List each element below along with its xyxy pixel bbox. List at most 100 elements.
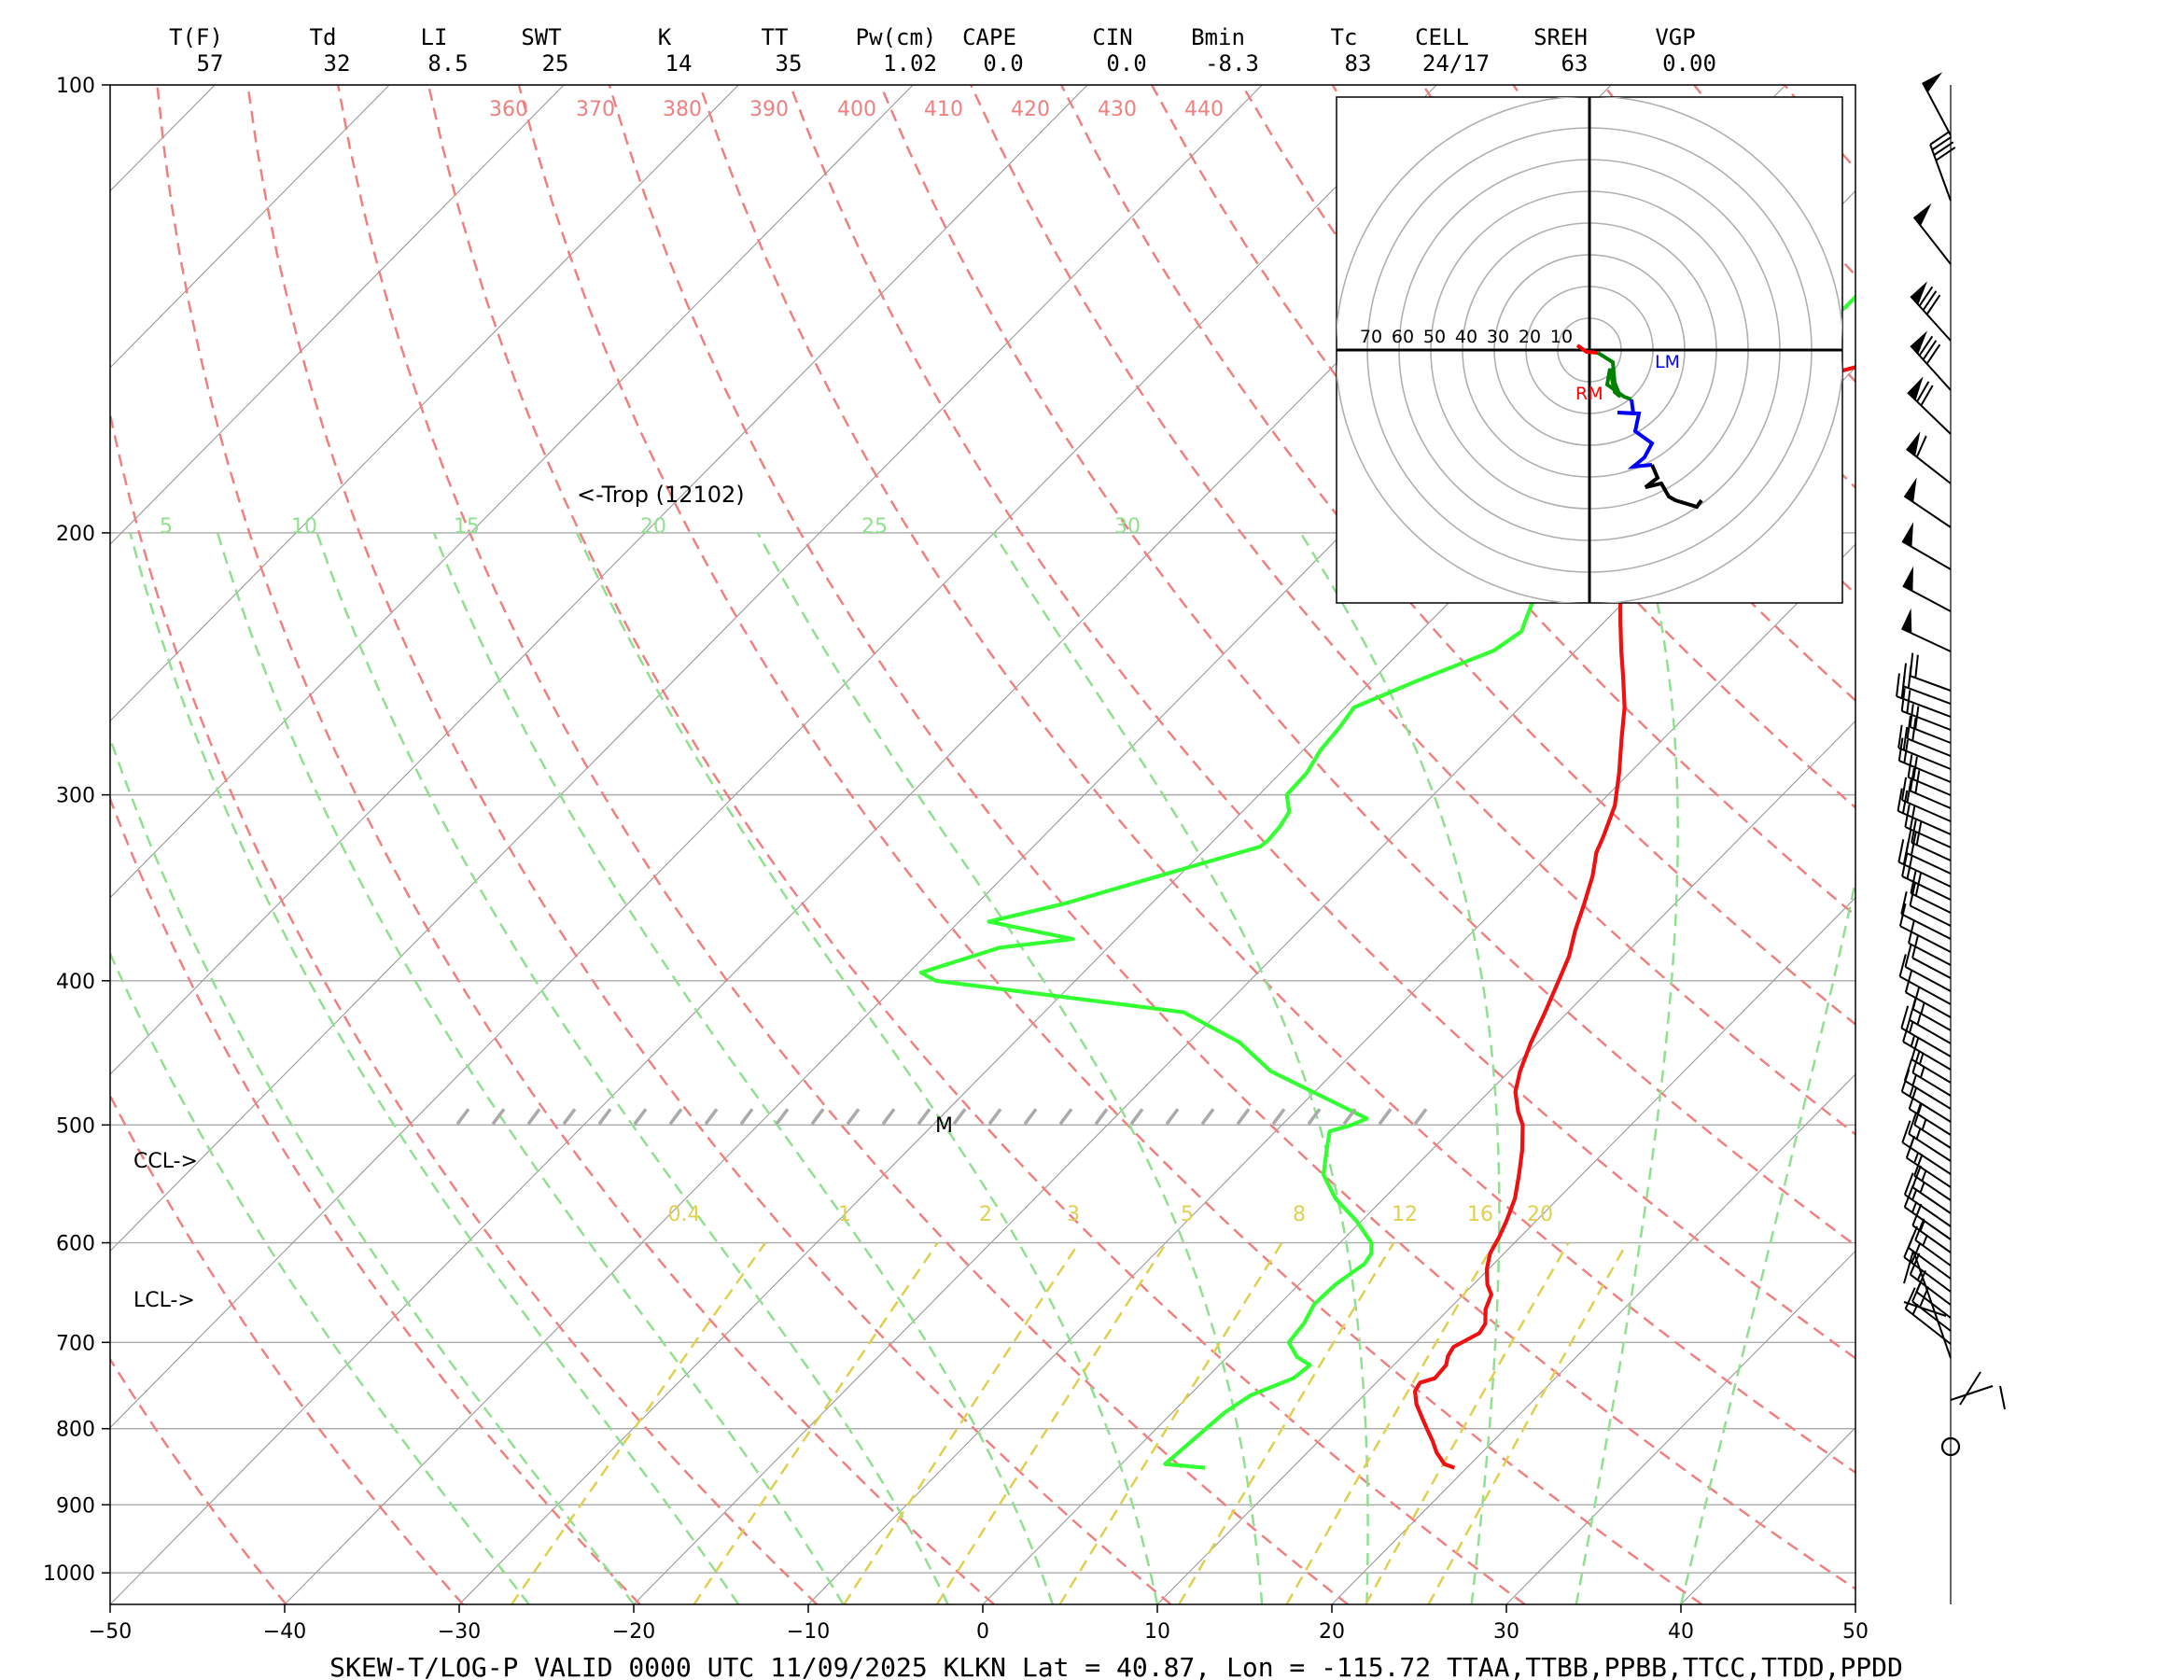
wind-barb [1911, 1037, 1952, 1084]
theta-label: 410 [924, 98, 963, 121]
y-tick-label: 900 [56, 1494, 95, 1518]
wind-barb [1914, 1218, 1952, 1267]
theta-label: 430 [1098, 98, 1137, 121]
index-value: 0.0 [983, 50, 1023, 77]
dry-adiabat [110, 795, 641, 1604]
wind-barb [1906, 431, 1952, 484]
dry-adiabat [879, 85, 1855, 1247]
mixing-ratio-label: 16 [1467, 1203, 1493, 1226]
wind-barb [1910, 330, 1952, 391]
hatch-mark [775, 1108, 790, 1126]
dry-adiabat [698, 85, 1855, 1475]
hatch-mark [1236, 1108, 1251, 1126]
moist-adiabat [315, 532, 949, 1604]
wind-barb [1913, 1154, 1952, 1201]
hatch-mark [491, 1108, 506, 1126]
hatch-mark [1023, 1108, 1038, 1126]
hodograph-trace [1575, 343, 1703, 510]
dry-adiabat [336, 85, 1349, 1604]
dry-adiabat [110, 1093, 465, 1604]
isotherm [110, 85, 565, 545]
y-tick-label: 800 [56, 1419, 95, 1442]
y-tick-label: 100 [56, 75, 95, 98]
wind-barb [1903, 1235, 1952, 1293]
wind-barb [1907, 376, 1952, 435]
index-value: -8.3 [1205, 50, 1259, 77]
isotherm [1505, 1250, 1855, 1604]
index-label: CAPE [962, 24, 1016, 50]
mixing-ratio-line [1285, 1241, 1496, 1604]
moist-adiabat [1299, 532, 1501, 1604]
isotherm [2030, 85, 2184, 1604]
moist-adiabat [1679, 875, 1855, 1604]
isotherm [807, 543, 1855, 1604]
mixing-ratio-line [511, 1241, 767, 1604]
dry-adiabat [608, 85, 1855, 1590]
isotherm [0, 85, 40, 1604]
hatch-mark [1271, 1108, 1286, 1126]
index-value: 1.02 [883, 50, 937, 77]
wind-barb [1896, 673, 1952, 718]
hatch-mark [739, 1108, 754, 1126]
index-label: CIN [1092, 24, 1132, 50]
wind-barb [1904, 970, 1952, 1018]
index-label: SWT [521, 24, 561, 50]
hatch-mark [987, 1108, 1002, 1126]
dry-adiabat [427, 85, 1526, 1604]
hatch-mark [1342, 1108, 1357, 1126]
wind-barb [1897, 839, 1952, 888]
hodograph-inset: 70 60 50 40 30 20 10 RM LM [1336, 96, 1843, 604]
theta-e-label: 10 [291, 515, 317, 539]
theta-label: 390 [749, 98, 789, 121]
index-label: Tc [1331, 24, 1358, 50]
dry-adiabat [1150, 85, 1855, 917]
wind-barb [1912, 1250, 1952, 1359]
mixing-ratio-label: 8 [1293, 1203, 1306, 1226]
hodograph-segment-blue [1617, 399, 1655, 469]
theta-label: 440 [1184, 98, 1224, 121]
index-value: 0.0 [1106, 50, 1146, 77]
index-label: SREH [1533, 24, 1588, 50]
isotherm [633, 367, 1855, 1604]
wind-barb [1903, 1184, 1952, 1240]
dry-adiabat [1966, 85, 2184, 1604]
hatch-mark [597, 1108, 612, 1126]
x-tick-label: −20 [612, 1620, 655, 1644]
hatch-mark [1094, 1108, 1109, 1126]
wind-barb [1900, 688, 1952, 731]
wind-barb [1909, 1253, 1952, 1306]
moist-adiabat [110, 735, 636, 1604]
wind-barb [1900, 1069, 1952, 1123]
tropopause-label: <-Trop (12102) [577, 482, 745, 508]
y-tick-label: 700 [56, 1332, 95, 1355]
wind-barb-tick [1959, 1371, 1981, 1406]
wind-barb-tick [1999, 1385, 2006, 1410]
hodograph-ring-label: 10 [1550, 327, 1573, 347]
wind-barb [1906, 715, 1952, 757]
wind-barb [1910, 281, 1952, 342]
wind-barb [1907, 754, 1952, 796]
wind-barb [1900, 777, 1952, 822]
dry-adiabat [246, 85, 1172, 1604]
index-label: LI [421, 24, 448, 50]
dry-adiabat [1331, 85, 1855, 703]
background-lines [0, 85, 2184, 1604]
wind-barb [1909, 704, 1952, 744]
x-tick-label: −30 [438, 1620, 481, 1644]
dry-adiabat [517, 85, 1703, 1604]
mixing-ratio-line [1058, 1241, 1283, 1604]
footer-title: SKEW-T/LOG-P VALID 0000 UTC 11/09/2025 K… [329, 1652, 1903, 1680]
y-tick-label: 500 [56, 1114, 95, 1138]
hodograph-ring-label: 40 [1455, 327, 1477, 347]
hatch-mark [1378, 1108, 1393, 1126]
lm-label: LM [1655, 352, 1680, 372]
y-tick-label: 1000 [43, 1562, 95, 1586]
theta-label: 360 [489, 98, 528, 121]
wind-barb [1902, 566, 1952, 612]
wind-barb [1908, 1086, 1952, 1136]
theta-e-label: 15 [454, 515, 480, 539]
isotherm [110, 85, 1088, 1075]
